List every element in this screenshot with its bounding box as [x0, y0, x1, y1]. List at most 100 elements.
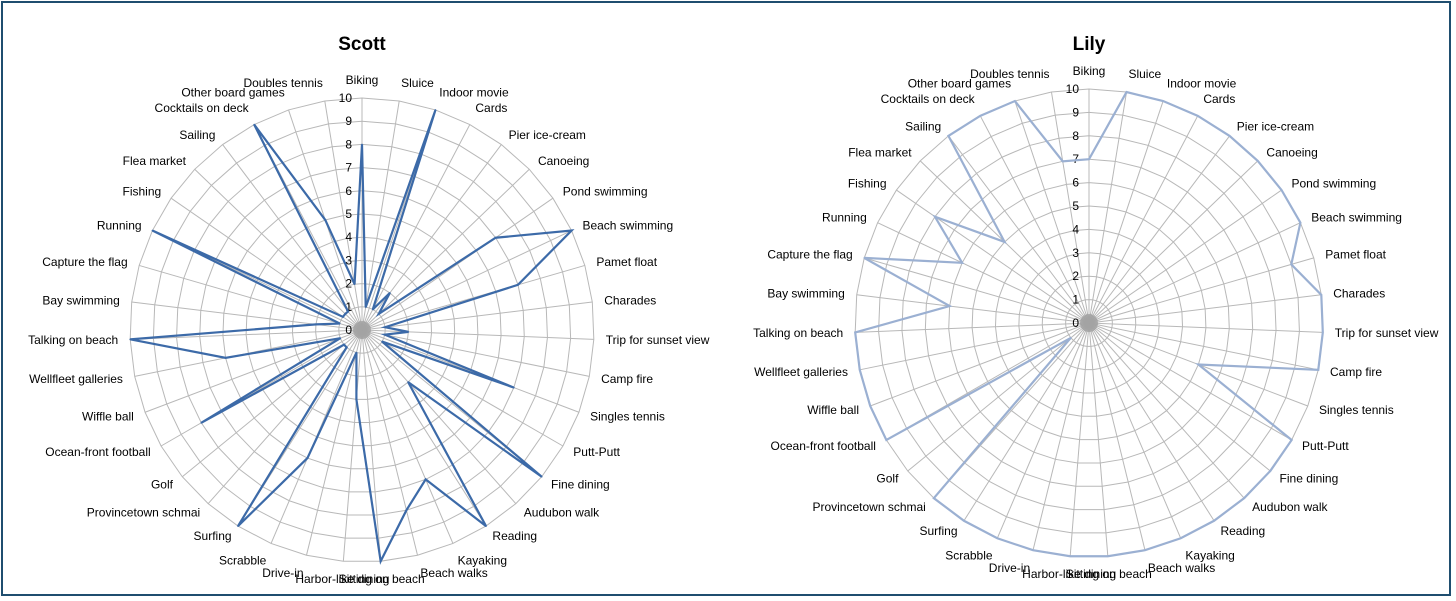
grid-spoke: [948, 135, 1090, 324]
grid-spoke: [1088, 294, 1322, 324]
category-label: Pamet float: [1325, 248, 1386, 262]
grid-spoke: [1088, 115, 1199, 324]
grid-ring: [152, 120, 572, 539]
category-label: Sailing: [179, 128, 215, 142]
data-point: [1061, 160, 1064, 163]
data-point: [371, 308, 374, 311]
grid-spoke: [1088, 189, 1282, 324]
data-point: [237, 525, 239, 527]
category-label: Putt-Putt: [1302, 439, 1349, 453]
grid-spoke: [361, 329, 517, 504]
grid-spoke: [979, 115, 1090, 324]
data-point: [384, 326, 386, 329]
grid-ring: [1018, 252, 1160, 394]
category-label: Pier ice-cream: [1237, 119, 1314, 133]
data-point: [885, 439, 888, 441]
category-label: Ocean-front football: [45, 445, 150, 459]
grid-spoke: [361, 168, 530, 331]
tick-label: 10: [339, 91, 353, 105]
data-point: [933, 497, 935, 499]
tick-label: 8: [1072, 129, 1079, 143]
data-point: [863, 257, 866, 259]
category-label: Fishing: [123, 184, 162, 198]
category-label: Wiffle ball: [82, 410, 134, 424]
tick-label: 9: [1072, 105, 1079, 119]
grid-ring: [245, 213, 479, 447]
grid-spoke: [361, 329, 594, 340]
category-label: Wellfleet galleries: [29, 372, 123, 386]
grid-ring: [222, 190, 502, 470]
category-label: Flea market: [123, 154, 187, 168]
data-point: [854, 331, 856, 334]
grid-spoke: [1088, 91, 1128, 324]
data-point: [540, 475, 543, 478]
category-label: Fishing: [848, 176, 887, 190]
category-label: Kayaking: [458, 553, 507, 567]
category-label: Ocean-front football: [771, 439, 876, 453]
grid-spoke: [1088, 322, 1292, 441]
category-label: Sitting on beach: [1066, 567, 1152, 581]
grid-spoke: [963, 322, 1090, 522]
data-point: [858, 369, 861, 371]
grid-ring: [1065, 299, 1113, 347]
category-label: Drive-in: [262, 566, 303, 580]
data-point: [1280, 189, 1283, 191]
grid-spoke: [361, 329, 564, 447]
grid-ring: [994, 228, 1184, 417]
tick-label: 5: [1072, 199, 1079, 213]
category-label: Fine dining: [1280, 472, 1339, 486]
grid-spoke: [361, 230, 572, 331]
data-point: [253, 123, 255, 126]
grid-spoke: [1050, 91, 1090, 324]
category-label: Indoor movie: [1167, 77, 1237, 91]
data-point: [961, 262, 963, 264]
grid-ring: [971, 205, 1207, 441]
grid-spoke: [1088, 322, 1245, 499]
chart-title: Scott: [338, 34, 386, 55]
grid-spoke: [181, 329, 363, 478]
category-label: Biking: [346, 73, 379, 87]
center-marker: [353, 321, 371, 339]
category-label: Provincetown schmai: [812, 500, 925, 514]
data-point: [996, 537, 999, 540]
grid-spoke: [907, 322, 1090, 472]
data-point: [315, 323, 317, 326]
grid-ring: [199, 167, 525, 493]
category-label: Doubles tennis: [243, 76, 322, 90]
data-point: [494, 236, 497, 239]
tick-label: 1: [1072, 293, 1079, 307]
data-point: [485, 525, 487, 527]
series-lily: [853, 90, 1324, 558]
data-point: [570, 229, 573, 232]
category-label: Beach swimming: [582, 218, 673, 232]
data-point: [1003, 241, 1006, 243]
category-label: Running: [97, 218, 142, 232]
category-label: Surfing: [194, 529, 232, 543]
category-label: Pamet float: [596, 255, 657, 269]
grid-spoke: [361, 197, 554, 331]
category-label: Wellfleet galleries: [754, 365, 848, 379]
category-label: Sluice: [1128, 67, 1161, 81]
data-point: [1162, 100, 1164, 102]
grid-spoke: [361, 329, 487, 527]
category-label: Bay swimming: [767, 286, 844, 300]
category-label: Cards: [1203, 92, 1235, 106]
category-label: Other board games: [908, 77, 1011, 91]
grid-ring: [878, 111, 1300, 534]
data-point: [1269, 470, 1272, 472]
data-point: [355, 398, 358, 401]
data-point: [1290, 439, 1293, 441]
category-label: Talking on beach: [28, 333, 118, 347]
tick-label: 2: [345, 277, 352, 291]
grid-spoke: [1088, 160, 1259, 324]
grid-spoke: [1088, 322, 1215, 522]
grid-spoke: [361, 329, 382, 562]
grid-spoke: [1088, 257, 1314, 324]
radar-chart-scott: Scott 0 1 2 3 4 5 6 7 8 9 10 Biking Sluice Indoor movi…: [28, 34, 710, 586]
data-point: [377, 313, 380, 315]
data-point: [1256, 160, 1259, 162]
grid-spoke: [361, 264, 585, 331]
data-point: [934, 215, 936, 218]
grid-spoke: [361, 301, 593, 331]
